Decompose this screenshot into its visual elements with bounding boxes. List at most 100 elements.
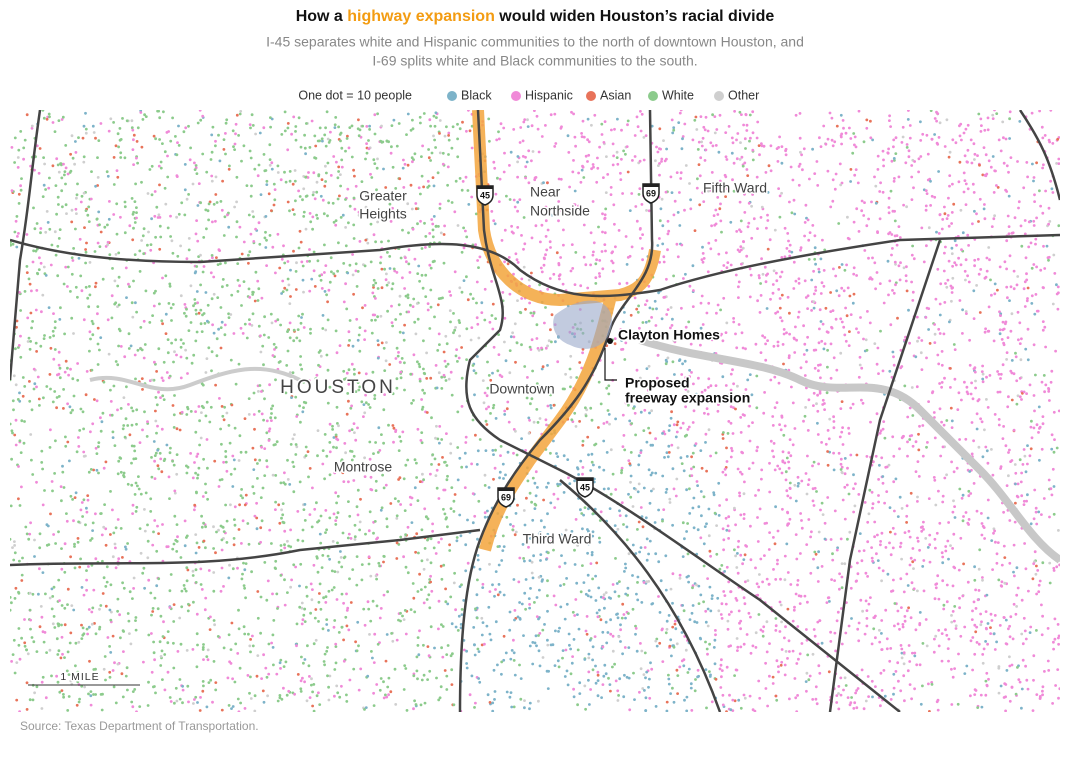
dot [96, 305, 100, 308]
dot [462, 599, 466, 602]
dot [947, 659, 950, 663]
dot [256, 654, 260, 657]
dot [317, 351, 321, 354]
dot [59, 162, 62, 166]
dot [844, 306, 847, 310]
dot [720, 332, 723, 336]
dot [671, 467, 675, 471]
dot [749, 615, 752, 619]
dot [38, 404, 41, 407]
dot [736, 649, 739, 652]
dot [688, 618, 692, 621]
dot [256, 299, 260, 302]
dot [981, 576, 984, 579]
dot [973, 258, 977, 262]
dot [334, 642, 338, 646]
dot [754, 646, 758, 649]
dot [45, 385, 49, 388]
dot [950, 299, 953, 303]
dot [524, 578, 528, 581]
dot [60, 689, 64, 692]
dot [948, 184, 951, 188]
dot [874, 287, 877, 291]
dot [99, 429, 103, 433]
dot [690, 611, 694, 615]
dot [813, 257, 817, 261]
dot [734, 332, 737, 336]
dot [356, 270, 360, 273]
dot [476, 558, 480, 562]
dot [91, 521, 95, 525]
dot [274, 559, 278, 563]
dot [35, 385, 38, 389]
dot [760, 477, 763, 481]
dot [150, 456, 153, 459]
dot [776, 310, 780, 314]
dot [106, 318, 110, 322]
dot [817, 267, 821, 271]
dot [253, 458, 257, 462]
dot [31, 320, 34, 323]
dot [249, 638, 253, 641]
dot [232, 543, 236, 547]
dot [445, 653, 449, 656]
dot [1037, 431, 1040, 434]
dot [836, 546, 839, 550]
dot [410, 207, 414, 211]
dot [438, 151, 442, 155]
dot [63, 606, 67, 610]
dot [943, 301, 947, 304]
dot [611, 361, 615, 365]
dot [239, 701, 243, 705]
dot [514, 512, 518, 515]
dot [132, 587, 136, 590]
dot [312, 642, 316, 646]
dot [665, 157, 668, 161]
dot [1000, 584, 1004, 588]
dot [44, 188, 47, 191]
dot [496, 663, 499, 667]
dot [907, 308, 910, 312]
dot [696, 177, 699, 181]
dot [494, 588, 497, 591]
dot [76, 378, 80, 382]
dot [992, 527, 996, 531]
dot [681, 604, 684, 607]
dot [701, 260, 705, 264]
dot [358, 349, 362, 353]
dot [179, 376, 183, 380]
dot [262, 153, 266, 156]
dot [568, 367, 572, 371]
dot [255, 501, 258, 505]
dot [560, 554, 563, 557]
dot [1023, 280, 1027, 284]
dot [50, 674, 53, 678]
dot [969, 492, 973, 495]
dot [620, 466, 624, 470]
dot [332, 512, 336, 516]
dot [1053, 617, 1057, 621]
dot [689, 342, 693, 346]
dot [645, 670, 649, 674]
dot [347, 382, 351, 386]
dot [279, 481, 283, 485]
dot [1005, 267, 1008, 271]
dot [790, 250, 794, 254]
dot [262, 700, 266, 704]
dot [436, 171, 440, 175]
dot [764, 171, 768, 174]
dot [997, 691, 1001, 695]
dot [379, 255, 383, 259]
dot [628, 419, 632, 423]
dot [96, 326, 100, 330]
dot [488, 562, 491, 566]
dot [749, 651, 753, 655]
dot [1034, 506, 1038, 510]
dot [602, 422, 606, 425]
dot [808, 231, 812, 235]
dot [233, 426, 237, 430]
dot [94, 184, 97, 188]
dot [35, 350, 38, 353]
dot [624, 514, 628, 518]
dot [720, 602, 724, 606]
